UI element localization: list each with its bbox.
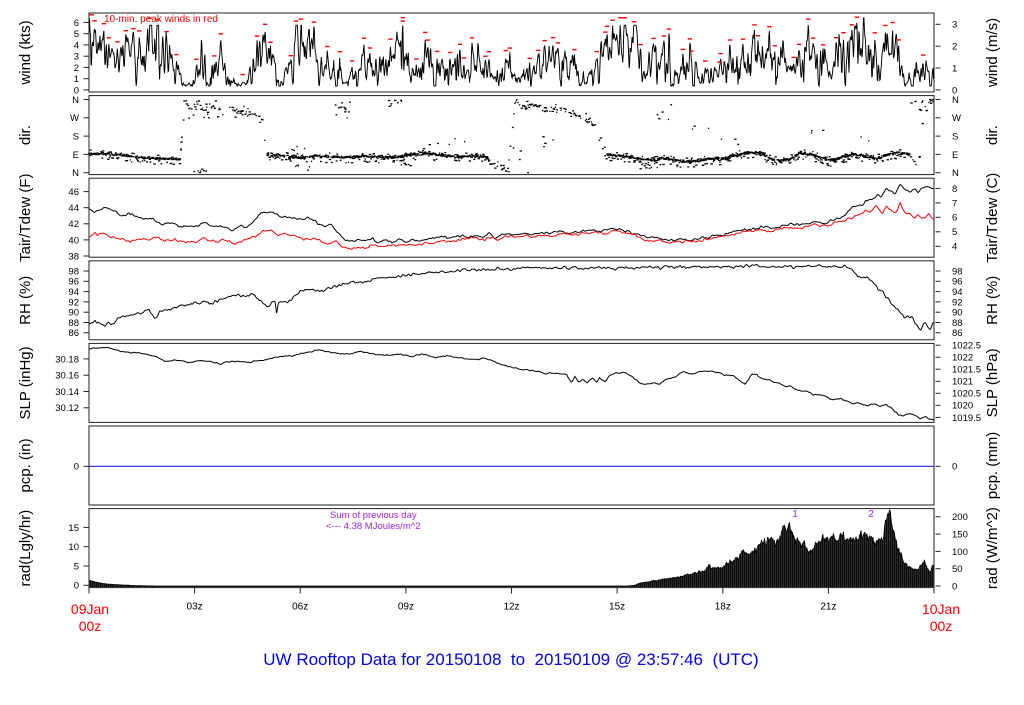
svg-text:1021: 1021 [952, 377, 973, 388]
svg-text:88: 88 [952, 318, 963, 329]
svg-text:W: W [952, 113, 961, 124]
svg-text:09z: 09z [398, 602, 414, 613]
svg-text:pcp. (in): pcp. (in) [17, 438, 34, 492]
svg-text:N: N [72, 95, 79, 106]
svg-text:UW Rooftop Data for 20150108: UW Rooftop Data for 20150108 to 20150109… [263, 650, 758, 669]
svg-text:50: 50 [952, 564, 963, 575]
svg-text:N: N [952, 95, 959, 106]
svg-text:1020: 1020 [952, 401, 973, 412]
svg-text:15z: 15z [609, 602, 625, 613]
svg-text:E: E [952, 150, 958, 161]
svg-text:6: 6 [952, 213, 957, 224]
svg-text:SLP (hPa): SLP (hPa) [984, 348, 1001, 417]
svg-text:18z: 18z [715, 602, 731, 613]
svg-text:00z: 00z [930, 618, 953, 634]
svg-text:Sum of previous day: Sum of previous day [330, 510, 417, 521]
svg-text:dir.: dir. [984, 125, 1001, 145]
svg-text:03z: 03z [187, 602, 203, 613]
svg-text:dir.: dir. [17, 125, 34, 145]
svg-text:RH (%): RH (%) [984, 276, 1001, 325]
svg-text:5: 5 [74, 29, 79, 40]
svg-text:0: 0 [952, 581, 957, 592]
svg-text:92: 92 [952, 297, 963, 308]
svg-text:86: 86 [952, 328, 963, 339]
svg-text:1: 1 [74, 74, 79, 85]
svg-text:<--- 4.38 MJoules/m^2: <--- 4.38 MJoules/m^2 [326, 521, 420, 532]
svg-text:8: 8 [952, 184, 957, 195]
svg-text:N: N [72, 168, 79, 179]
svg-text:00z: 00z [79, 618, 102, 634]
svg-text:12z: 12z [503, 602, 519, 613]
svg-text:0: 0 [952, 462, 957, 473]
svg-text:98: 98 [952, 266, 963, 277]
svg-text:3: 3 [952, 20, 957, 31]
svg-text:rad(Lgly/hr): rad(Lgly/hr) [17, 510, 34, 587]
svg-text:1021.5: 1021.5 [952, 365, 981, 376]
svg-text:30.18: 30.18 [55, 354, 79, 365]
svg-text:30.14: 30.14 [55, 387, 79, 398]
svg-text:1020.5: 1020.5 [952, 389, 981, 400]
svg-text:W: W [70, 113, 79, 124]
svg-text:15: 15 [68, 523, 79, 534]
svg-text:10Jan: 10Jan [922, 601, 960, 617]
svg-text:86: 86 [68, 328, 79, 339]
svg-text:90: 90 [68, 308, 79, 319]
svg-text:4: 4 [952, 242, 957, 253]
svg-text:7: 7 [952, 198, 957, 209]
svg-text:21z: 21z [820, 602, 836, 613]
svg-text:0: 0 [74, 85, 79, 96]
svg-text:92: 92 [68, 297, 79, 308]
svg-text:0: 0 [74, 581, 79, 592]
svg-text:42: 42 [68, 219, 79, 230]
svg-text:RH (%): RH (%) [17, 276, 34, 325]
svg-text:3: 3 [74, 52, 79, 63]
svg-text:wind (kts): wind (kts) [17, 20, 34, 85]
svg-text:200: 200 [952, 512, 968, 523]
svg-text:5: 5 [74, 561, 79, 572]
svg-text:10: 10 [68, 542, 79, 553]
svg-text:100: 100 [952, 547, 968, 558]
svg-text:E: E [73, 150, 79, 161]
svg-text:88: 88 [68, 318, 79, 329]
svg-text:94: 94 [68, 287, 79, 298]
svg-text:98: 98 [68, 266, 79, 277]
svg-text:Tair/Tdew (C): Tair/Tdew (C) [984, 173, 1001, 263]
svg-text:pcp. (mm): pcp. (mm) [984, 432, 1001, 500]
svg-text:94: 94 [952, 287, 963, 298]
svg-text:0: 0 [952, 85, 957, 96]
svg-text:SLP (inHg): SLP (inHg) [17, 346, 34, 419]
svg-text:40: 40 [68, 235, 79, 246]
svg-text:1022.5: 1022.5 [952, 341, 981, 352]
svg-text:S: S [73, 132, 79, 143]
svg-text:96: 96 [952, 277, 963, 288]
svg-text:6: 6 [74, 18, 79, 29]
svg-text:30.16: 30.16 [55, 371, 79, 382]
svg-text:N: N [952, 168, 959, 179]
svg-text:1: 1 [952, 63, 957, 74]
svg-text:96: 96 [68, 277, 79, 288]
svg-text:2: 2 [952, 42, 957, 53]
svg-text:30.12: 30.12 [55, 403, 79, 414]
svg-text:5: 5 [952, 227, 957, 238]
svg-text:2: 2 [74, 63, 79, 74]
svg-text:10-min. peak winds in red: 10-min. peak winds in red [104, 14, 218, 25]
svg-text:1022: 1022 [952, 353, 973, 364]
svg-text:1: 1 [792, 509, 798, 520]
svg-text:90: 90 [952, 308, 963, 319]
svg-text:06z: 06z [292, 602, 308, 613]
svg-text:2: 2 [868, 509, 874, 520]
svg-text:wind (m/s): wind (m/s) [984, 18, 1001, 88]
svg-text:S: S [952, 132, 958, 143]
svg-text:38: 38 [68, 251, 79, 262]
svg-text:150: 150 [952, 530, 968, 541]
svg-text:46: 46 [68, 187, 79, 198]
svg-text:4: 4 [74, 40, 79, 51]
svg-text:1019.5: 1019.5 [952, 413, 981, 424]
svg-text:0: 0 [74, 462, 79, 473]
svg-text:Tair/Tdew (F): Tair/Tdew (F) [17, 174, 34, 262]
svg-text:09Jan: 09Jan [71, 601, 109, 617]
svg-text:rad (W/m^2): rad (W/m^2) [984, 507, 1001, 589]
svg-text:44: 44 [68, 203, 79, 214]
